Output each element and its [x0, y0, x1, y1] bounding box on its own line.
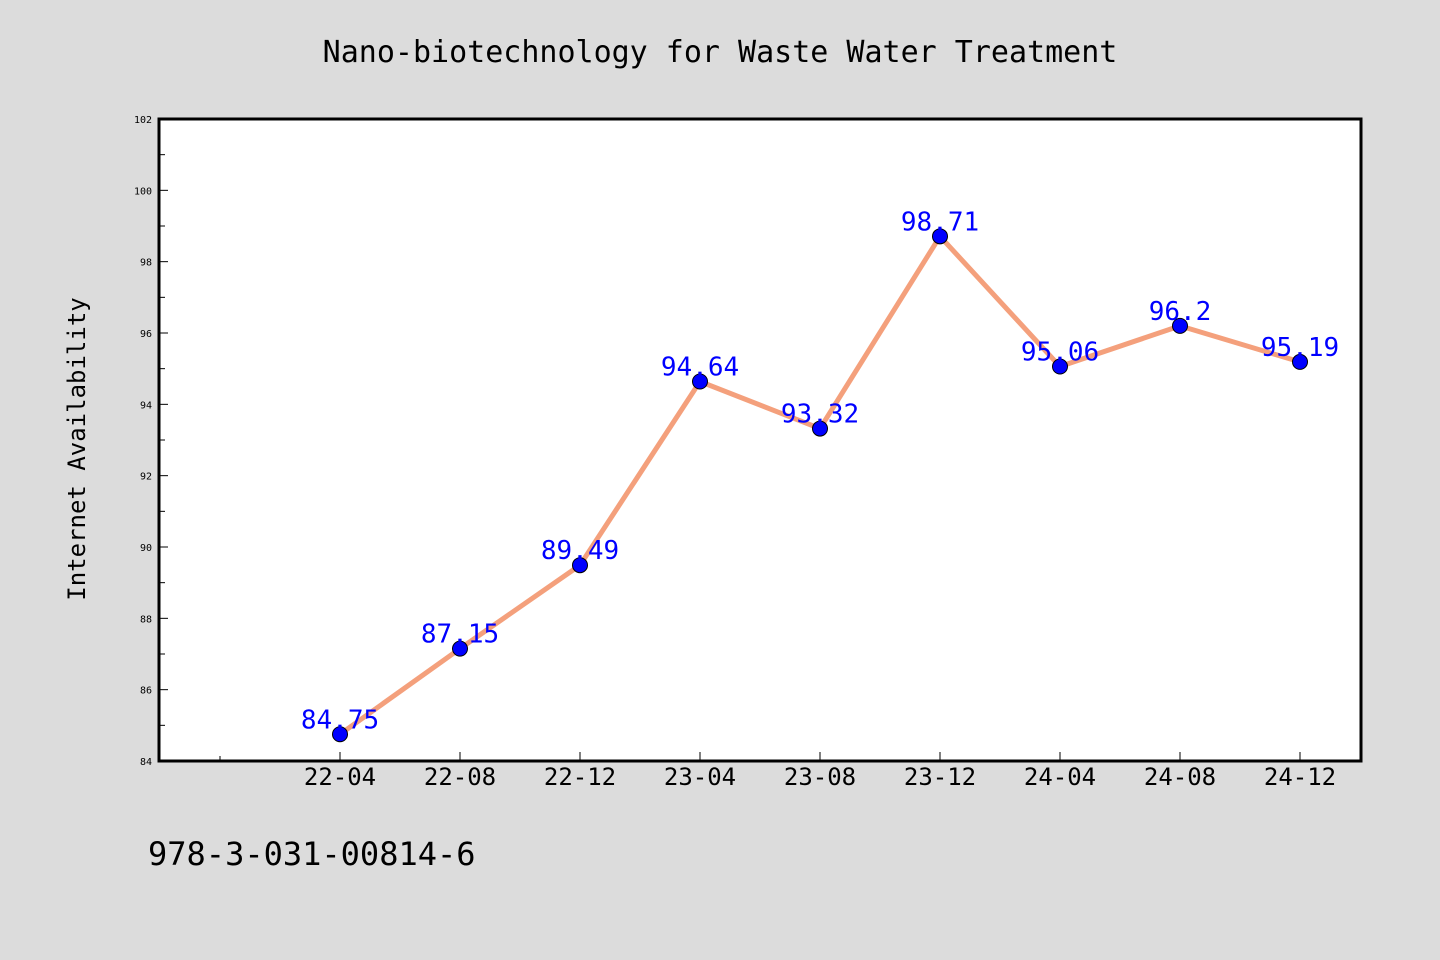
x-axis: 22-04 22-08 22-12 23-04 23-08 23-12 24-04 24-08…: [219, 752, 1336, 791]
y-tick-label: 90: [140, 543, 152, 554]
x-tick-label: 24-04: [1024, 763, 1096, 791]
y-axis-label: Internet Availability: [63, 297, 91, 600]
data-label: 89.49: [541, 536, 619, 566]
y-tick-label: 92: [140, 472, 152, 483]
data-label: 98.71: [901, 207, 979, 237]
data-label: 93.32: [781, 400, 859, 430]
data-point: [932, 228, 948, 245]
data-label: 94.64: [661, 353, 739, 383]
y-tick-label: 98: [140, 258, 152, 269]
data-label: 96.2: [1149, 297, 1212, 327]
x-tick-label: 23-08: [784, 763, 856, 791]
y-tick-label: 86: [140, 686, 152, 697]
data-point: [332, 726, 348, 743]
y-tick-label: 96: [140, 329, 152, 340]
data-point: [692, 373, 708, 390]
x-tick-label: 24-12: [1264, 763, 1336, 791]
y-tick-label: 94: [140, 400, 152, 411]
data-labels: 84.75 87.15 89.49 94.64 93.32 98.71 95.06 96.2 9…: [301, 207, 1339, 735]
data-point: [1052, 358, 1068, 375]
x-tick-label: 22-12: [544, 763, 616, 791]
y-axis: 84 86 88 90 92 94 96 98 100 102: [134, 115, 168, 768]
chart-title: Nano-biotechnology for Waste Water Treat…: [323, 35, 1118, 70]
x-tick-label: 23-12: [904, 763, 976, 791]
data-label: 87.15: [421, 620, 499, 650]
y-tick-label: 88: [140, 614, 152, 625]
y-tick-label: 102: [134, 115, 152, 126]
y-tick-label: 100: [134, 186, 152, 197]
data-point: [452, 640, 468, 657]
x-tick-label: 23-04: [664, 763, 736, 791]
x-tick-label: 22-04: [304, 763, 376, 791]
x-tick-label: 22-08: [424, 763, 496, 791]
data-point: [1172, 317, 1188, 334]
isbn-text: 978-3-031-00814-6: [148, 835, 476, 873]
data-point: [572, 557, 588, 574]
data-label: 95.19: [1261, 333, 1339, 363]
x-tick-label: 24-08: [1144, 763, 1216, 791]
data-label: 84.75: [301, 705, 379, 735]
y-tick-label: 84: [140, 757, 152, 768]
series-markers: [332, 228, 1308, 743]
plot-area: [157, 117, 1363, 763]
data-point: [1292, 353, 1308, 370]
data-label: 95.06: [1021, 338, 1099, 368]
data-point: [812, 420, 828, 437]
